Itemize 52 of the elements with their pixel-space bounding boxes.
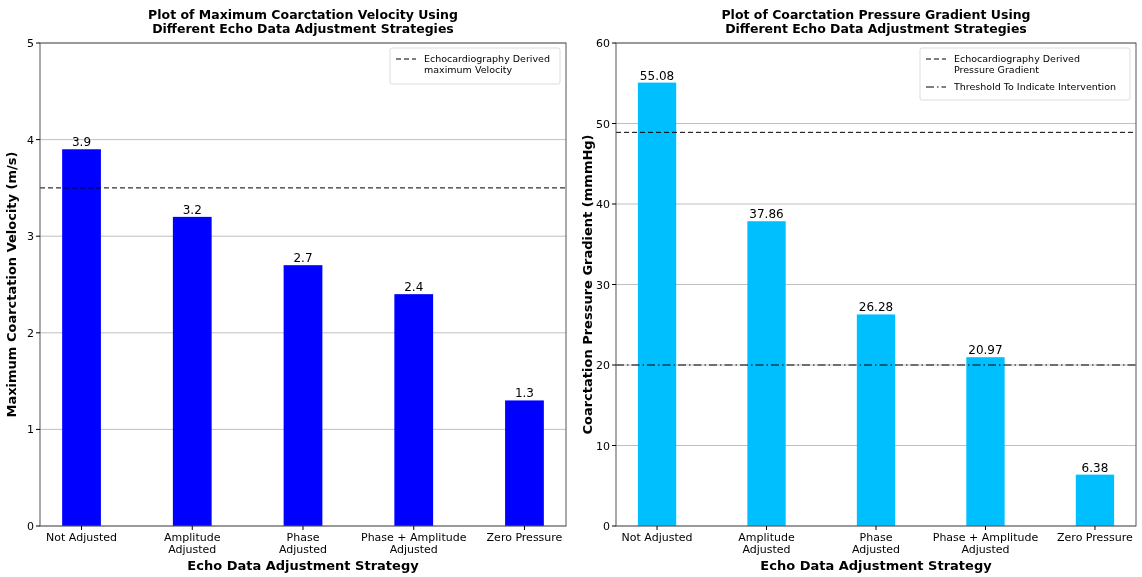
bar bbox=[856, 314, 896, 526]
y-tick-label: 50 bbox=[596, 117, 610, 131]
bar bbox=[747, 221, 786, 526]
data-label: 20.97 bbox=[968, 343, 1003, 358]
bar bbox=[394, 294, 434, 526]
y-tick-label: 30 bbox=[596, 278, 610, 292]
y-tick-label: 40 bbox=[596, 198, 610, 211]
x-tick-label: Not Adjusted bbox=[46, 531, 117, 544]
x-axis-title: Echo Data Adjustment Strategy bbox=[760, 558, 993, 573]
data-label: 2.4 bbox=[404, 280, 424, 295]
x-tick-label: Amplitude Adjusted bbox=[738, 531, 795, 556]
bar bbox=[172, 216, 212, 526]
x-axis-title: Echo Data Adjustment Strategy bbox=[187, 558, 420, 573]
y-tick-label: 60 bbox=[596, 37, 610, 50]
chart-title: Plot of Maximum Coarctation Velocity Using Different Echo Data Adjustment Strategies bbox=[148, 7, 458, 36]
x-tick-label: Zero Pressure bbox=[1057, 531, 1134, 544]
data-label: 37.86 bbox=[749, 207, 784, 222]
legend-label: Echocardiography Derived Pressure Gradient bbox=[954, 53, 1080, 75]
data-label: 6.38 bbox=[1081, 460, 1109, 475]
x-tick-label: Not Adjusted bbox=[621, 531, 693, 544]
x-tick-label: Phase + Amplitude Adjusted bbox=[932, 531, 1039, 556]
x-tick-label: Zero Pressure bbox=[486, 531, 563, 544]
x-tick-label: Phase Adjusted bbox=[278, 531, 328, 556]
x-tick-label: Phase Adjusted bbox=[851, 531, 901, 556]
y-tick-label: 5 bbox=[27, 37, 34, 50]
y-tick-label: 20 bbox=[596, 359, 610, 372]
data-label: 2.7 bbox=[293, 251, 313, 266]
y-tick-label: 3 bbox=[27, 230, 34, 244]
bar bbox=[966, 357, 1005, 526]
data-label: 26.28 bbox=[858, 300, 894, 315]
legend-label: Echocardiography Derived maximum Velocity bbox=[424, 53, 550, 75]
bar bbox=[505, 400, 544, 526]
y-tick-label: 1 bbox=[27, 423, 34, 437]
x-tick-label: Amplitude Adjusted bbox=[164, 531, 221, 556]
chart-title: Plot of Coarctation Pressure Gradient Using Different Echo Data Adjustment Strategies bbox=[721, 7, 1031, 36]
data-label: 55.08 bbox=[639, 68, 675, 83]
y-axis-title: Maximum Coarctation Velocity (m/s) bbox=[4, 151, 19, 418]
y-tick-label: 10 bbox=[596, 439, 610, 453]
y-tick-label: 0 bbox=[27, 520, 34, 533]
bar bbox=[62, 149, 101, 526]
data-label: 1.3 bbox=[514, 386, 535, 401]
y-tick-label: 2 bbox=[27, 326, 34, 340]
data-label: 3.9 bbox=[71, 135, 92, 150]
bar bbox=[283, 265, 323, 526]
legend-label: Threshold To Indicate Intervention bbox=[953, 81, 1116, 92]
data-label: 3.2 bbox=[182, 202, 202, 217]
y-axis-title: Coarctation Pressure Gradient (mmmHg) bbox=[580, 134, 595, 435]
bar bbox=[1075, 474, 1115, 526]
bar bbox=[637, 82, 677, 526]
y-tick-label: 0 bbox=[603, 520, 610, 533]
y-tick-label: 4 bbox=[27, 133, 34, 147]
x-tick-label: Phase + Amplitude Adjusted bbox=[361, 531, 467, 556]
